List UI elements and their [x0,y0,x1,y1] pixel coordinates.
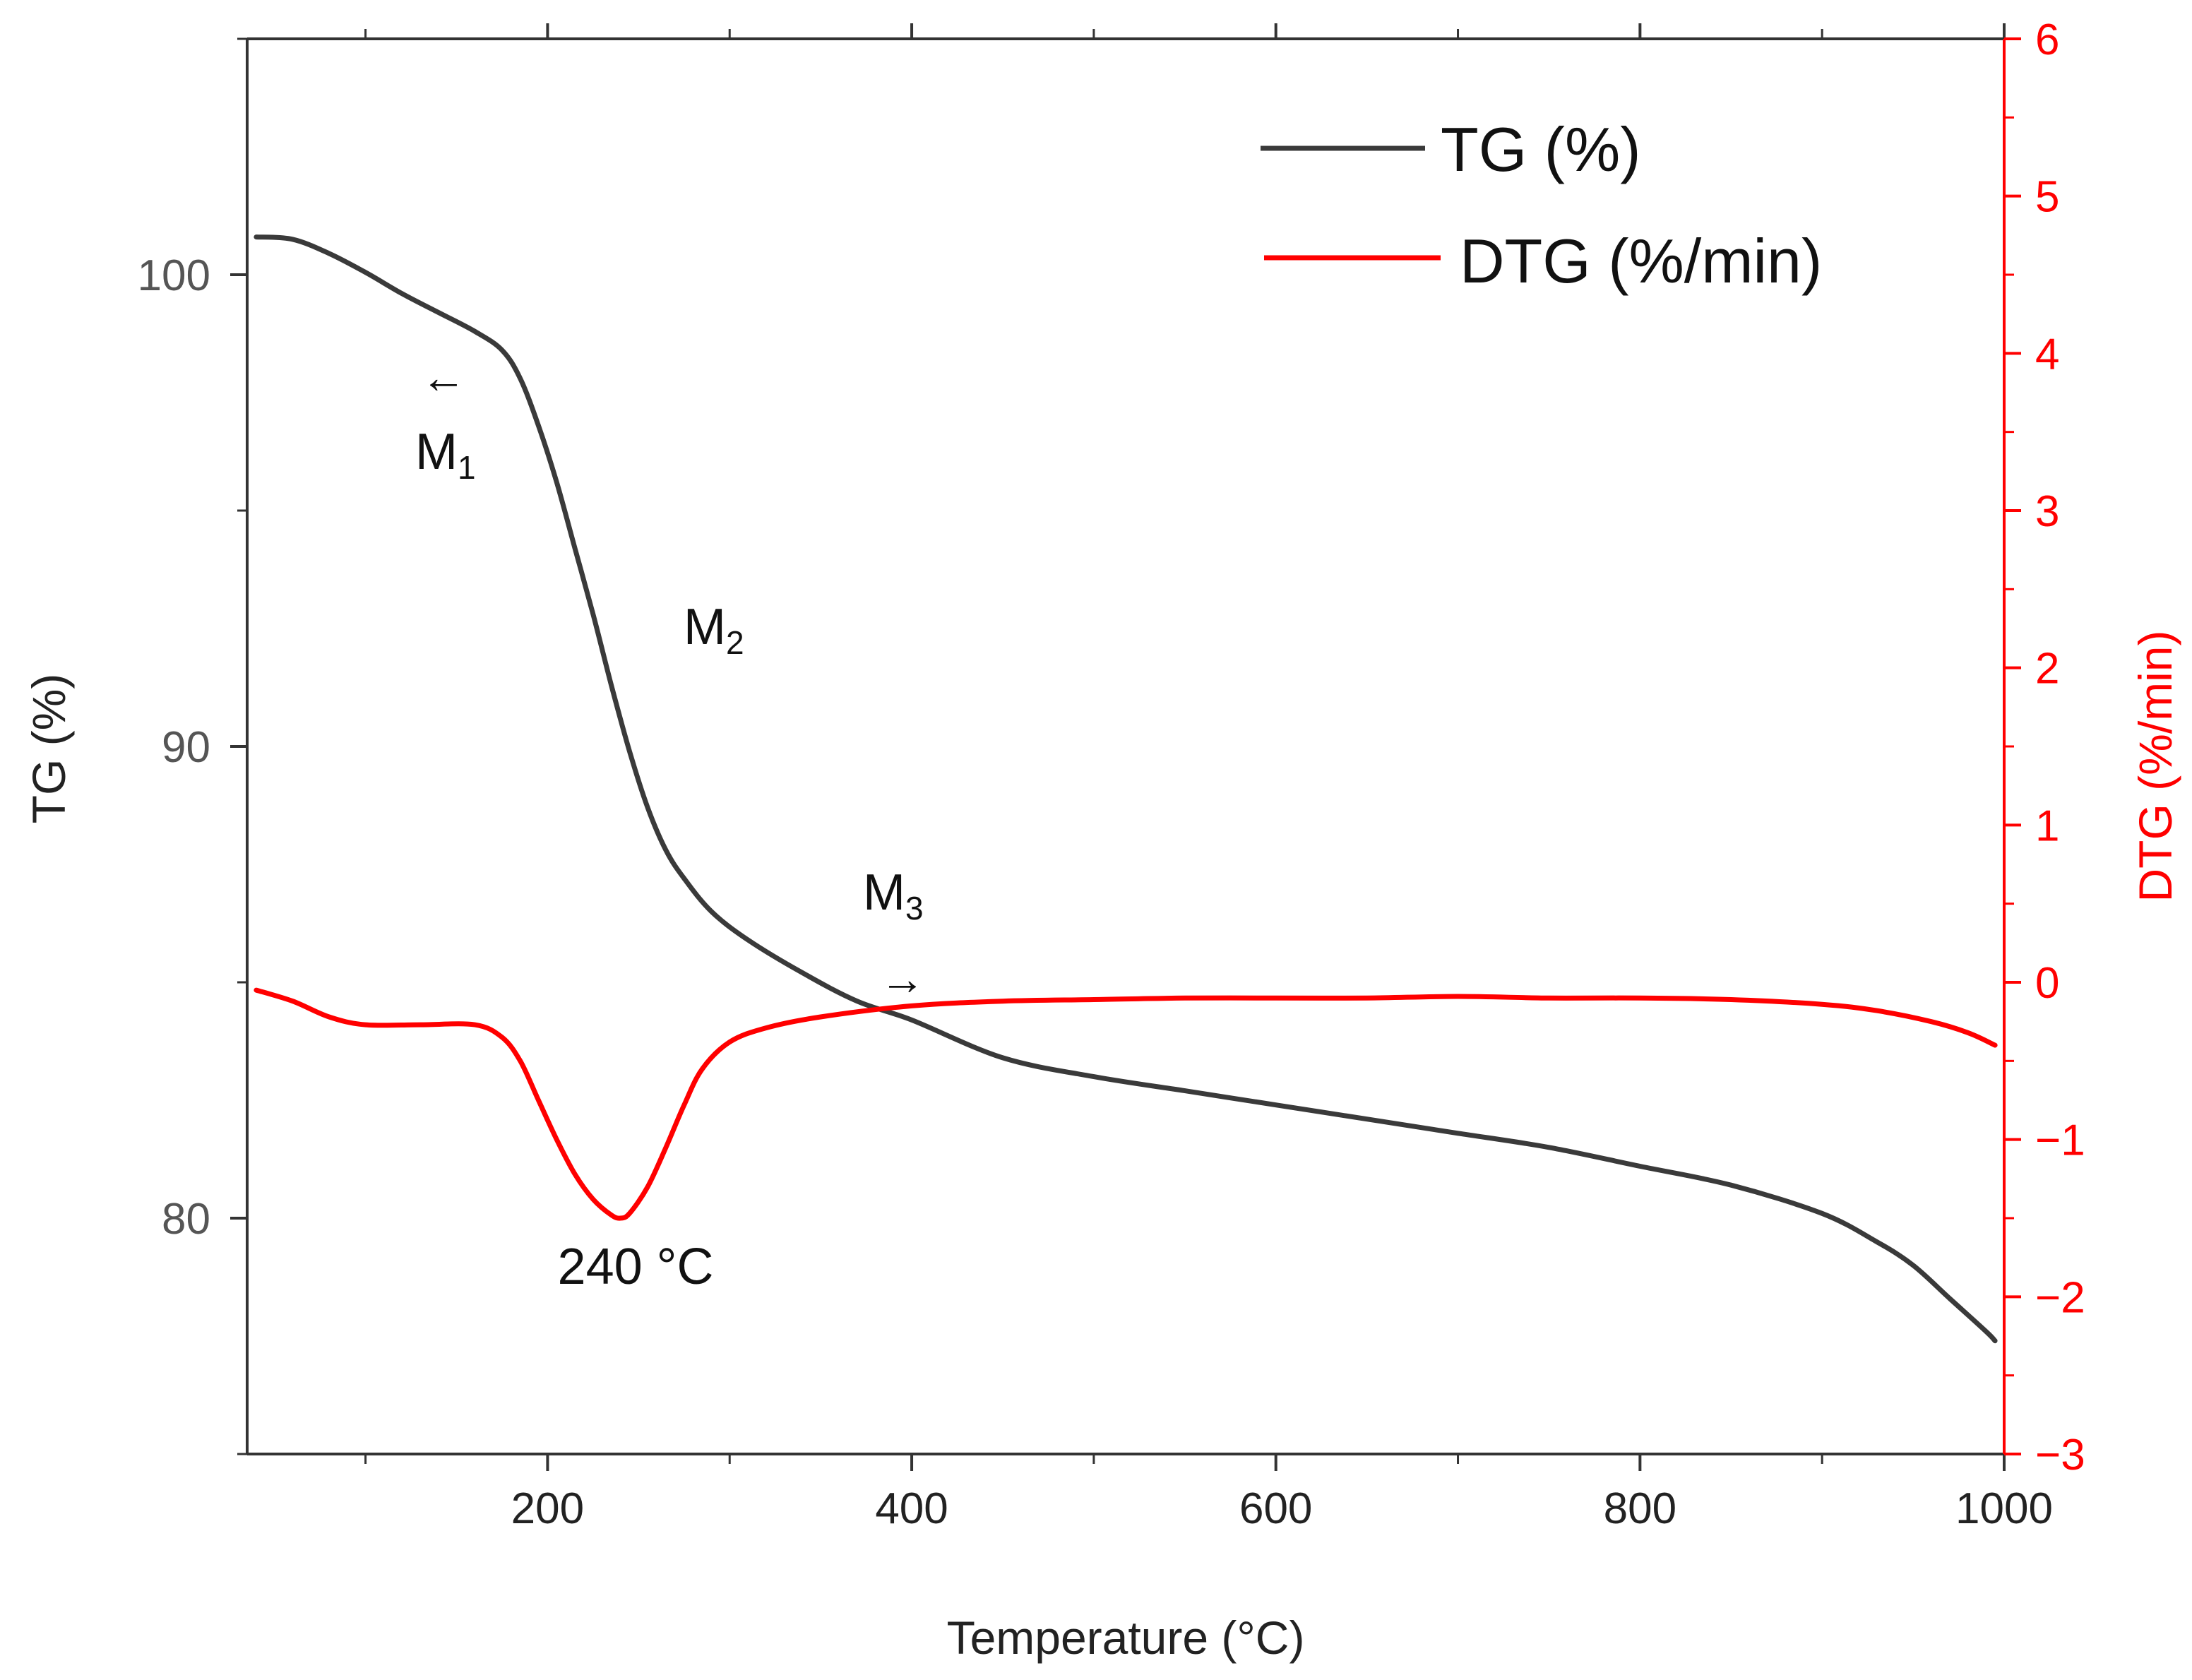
right-tick-label: −2 [2035,1273,2085,1322]
x-axis-title: Temperature (°C) [947,1612,1305,1664]
legend-dtg-label: DTG (%/min) [1460,226,1822,296]
m3-arrow: → [880,953,925,1004]
m2-main: M [684,599,726,655]
right-tick-label: 6 [2035,16,2059,64]
dtg-series-line [254,987,1998,1221]
m1-sub: 1 [458,449,476,486]
m2-sub: 2 [726,624,744,661]
x-tick-label: 1000 [1955,1484,2053,1533]
m2-label: M2 [684,599,744,661]
left-tick-label: 90 [162,723,210,772]
right-tick-label: 4 [2035,330,2059,379]
left-axis-title: TG (%) [23,674,75,824]
x-tick-label: 400 [875,1484,948,1533]
legend-tg-label: TG (%) [1441,114,1641,184]
right-tick-label: −1 [2035,1116,2085,1165]
right-axis-title: DTG (%/min) [2129,631,2181,902]
m3-label: M3 [863,864,924,927]
legend: TG (%) DTG (%/min) [1261,114,1822,296]
right-tick-label: 0 [2035,959,2059,1008]
right-tick-label: 2 [2035,645,2059,693]
series-layer [254,234,1998,1344]
annotation-m2: M2 [684,599,744,661]
m1-label: M1 [415,424,476,486]
annotation-m1: ← M1 [415,352,476,486]
m3-sub: 3 [905,890,924,927]
right-tick-label: 5 [2035,173,2059,222]
right-tick-label: 3 [2035,487,2059,536]
x-tick-label: 600 [1239,1484,1312,1533]
left-tick-label: 80 [162,1195,210,1244]
m3-main: M [863,864,905,921]
left-tick-label: 100 [138,251,210,300]
peak-annotation: 240 °C [558,1239,714,1295]
x-tick-label: 800 [1604,1484,1676,1533]
right-tick-label: 1 [2035,802,2059,850]
tg-series-line [254,234,1998,1344]
right-axis-ticks: −3 −2 −1 0 1 2 3 4 5 6 [2004,16,2085,1479]
annotation-m3: M3 → [863,864,925,1004]
x-axis-ticks: 200 400 600 800 1000 [364,23,2053,1533]
left-axis-ticks: 80 90 100 [138,37,247,1455]
m1-arrow: ← [421,352,466,403]
m1-main: M [415,424,458,480]
right-tick-label: −3 [2035,1431,2085,1479]
x-tick-label: 200 [511,1484,584,1533]
